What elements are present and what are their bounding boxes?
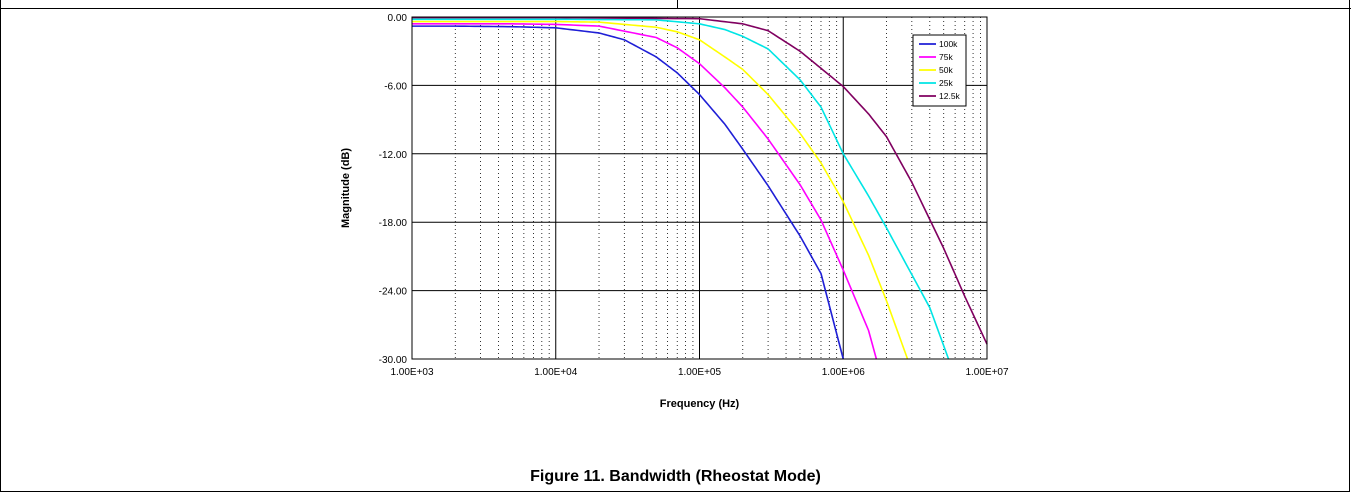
y-tick-label: -12.00	[379, 150, 408, 161]
legend-label: 100k	[939, 39, 958, 49]
series-line-50k	[412, 20, 909, 360]
y-axis-label: Magnitude (dB)	[340, 148, 352, 228]
x-tick-label: 1.00E+06	[822, 367, 866, 378]
legend: 100k 75k 50k 25k 12.5k	[912, 34, 967, 107]
x-tick-label: 1.00E+04	[534, 367, 578, 378]
series-line-12.5k	[412, 16, 988, 345]
x-axis-label: Frequency (Hz)	[660, 398, 740, 410]
minor-grid	[454, 17, 981, 359]
legend-label: 25k	[939, 78, 953, 88]
legend-label: 12.5k	[939, 91, 961, 101]
top-rule	[0, 8, 1351, 9]
series-layer	[412, 16, 988, 360]
y-tick-label: -24.00	[379, 287, 408, 298]
y-tick-label: -30.00	[379, 355, 408, 366]
x-tick-label: 1.00E+07	[965, 367, 1009, 378]
series-line-100k	[412, 25, 845, 360]
y-tick-labels: 0.00 -6.00 -12.00 -18.00 -24.00 -30.00	[379, 13, 408, 366]
figure-caption: Figure 11. Bandwidth (Rheostat Mode)	[530, 468, 821, 485]
plot-area	[411, 16, 988, 360]
top-divider	[677, 0, 678, 9]
x-tick-label: 1.00E+05	[678, 367, 722, 378]
series-line-75k	[412, 23, 878, 360]
y-tick-label: 0.00	[388, 13, 408, 24]
legend-label: 50k	[939, 65, 953, 75]
x-tick-labels: 1.00E+03 1.00E+04 1.00E+05 1.00E+06 1.00E+07	[390, 367, 1009, 378]
legend-label: 75k	[939, 52, 953, 62]
y-tick-label: -18.00	[379, 218, 408, 229]
x-tick-label: 1.00E+03	[390, 367, 434, 378]
series-line-25k	[412, 18, 950, 360]
bandwidth-chart: 0.00 -6.00 -12.00 -18.00 -24.00 -30.00 1.00E+…	[340, 13, 1009, 410]
y-tick-label: -6.00	[384, 81, 407, 92]
major-grid	[412, 17, 987, 359]
